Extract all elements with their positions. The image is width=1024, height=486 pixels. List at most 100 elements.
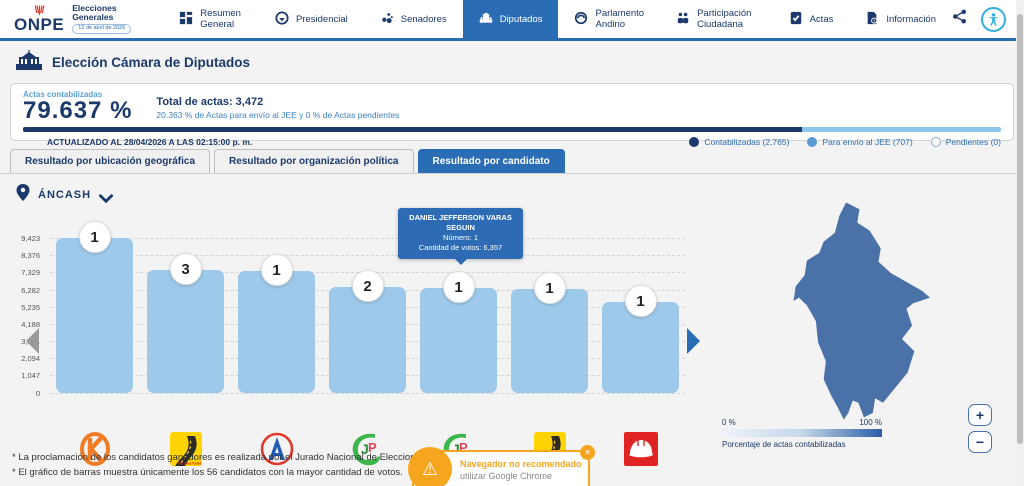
legend-para-envio: Para envío al JEE (707) bbox=[807, 137, 913, 147]
people-group-icon bbox=[676, 11, 690, 28]
dark-dot-icon bbox=[689, 137, 700, 147]
tab-resultado-candidato[interactable]: Resultado por candidato bbox=[417, 149, 565, 173]
candidate-bar-4[interactable]: 2 bbox=[329, 270, 406, 393]
zoom-in-button[interactable]: + bbox=[968, 404, 992, 426]
y-tick: 2,094 bbox=[21, 354, 40, 363]
blue-dot-icon bbox=[807, 137, 818, 147]
candidate-number-badge: 3 bbox=[169, 253, 202, 285]
candidate-number-badge: 1 bbox=[260, 254, 293, 286]
election-date-badge: 12 de abril de 2026 bbox=[72, 24, 132, 34]
nav-item-senadores[interactable]: Senadores bbox=[364, 0, 463, 38]
total-actas: Total de actas: 3,472 bbox=[156, 96, 264, 108]
progress-fill bbox=[23, 127, 802, 132]
map-zoom-controls: + − bbox=[968, 404, 992, 453]
location-selector[interactable]: ÁNCASH bbox=[0, 174, 1024, 206]
legend-max-label: 100 % bbox=[859, 418, 882, 427]
candidate-bar-7[interactable]: 1 bbox=[602, 285, 679, 393]
actas-detail: 20.363 % de Actas para envío al JEE y 0 … bbox=[156, 110, 400, 120]
scrollbar-thumb[interactable] bbox=[1017, 14, 1023, 444]
summary-card: Actas contabilizadas 79.637 % Total de a… bbox=[10, 83, 1014, 147]
y-tick: 6,282 bbox=[21, 286, 40, 295]
zoom-out-button[interactable]: − bbox=[968, 431, 992, 453]
nav-item-participacion-ciudadana[interactable]: Participación Ciudadana bbox=[660, 0, 773, 38]
gradient-caption: Porcentaje de actas contabilizadas bbox=[722, 440, 846, 449]
nav-item-actas[interactable]: Actas bbox=[773, 0, 850, 38]
page-title: Elección Cámara de Diputados bbox=[52, 55, 251, 70]
candidate-bar-5[interactable]: 1 bbox=[420, 271, 497, 393]
y-tick: 1,047 bbox=[21, 371, 40, 380]
presidential-sash-icon bbox=[275, 10, 289, 28]
outline-dot-icon bbox=[930, 137, 941, 147]
totals-block: Total de actas: 3,472 20.363 % de Actas … bbox=[156, 90, 399, 120]
nav-item-resumen-general[interactable]: Resumen General bbox=[163, 0, 259, 38]
y-tick: 9,423 bbox=[21, 234, 40, 243]
party-logo-yellow-road: País para Todos bbox=[147, 430, 224, 468]
tab-organizacion-politica[interactable]: Resultado por organización política bbox=[214, 149, 414, 173]
candidate-bar-2[interactable]: 3 bbox=[147, 253, 224, 393]
podium-icon bbox=[380, 11, 394, 28]
gradient-bar bbox=[722, 429, 882, 437]
svg-text:País para Todos: País para Todos bbox=[177, 462, 202, 466]
svg-text:P: P bbox=[368, 440, 377, 455]
result-tabs: Resultado por ubicación geográfica Resul… bbox=[0, 141, 1024, 174]
tab-ubicacion-geografica[interactable]: Resultado por ubicación geográfica bbox=[10, 149, 211, 173]
nav-items: Resumen General Presidencial Senadores D… bbox=[163, 0, 952, 38]
candidate-bar-6[interactable]: 1 bbox=[511, 272, 588, 393]
candidate-tooltip: DANIEL JEFFERSON VARAS SEGUIN Número: 1 … bbox=[398, 208, 523, 259]
y-tick: 5,235 bbox=[21, 303, 40, 312]
close-icon[interactable]: ✕ bbox=[580, 445, 595, 460]
onpe-flame-icon: \\|// bbox=[34, 4, 45, 16]
map-gradient-legend: 0 % 100 % Porcentaje de actas contabiliz… bbox=[722, 418, 882, 449]
footnotes: * La proclamación de los candidatos gana… bbox=[12, 448, 455, 478]
footnote-56-candidatos: * El gráfico de barras muestra únicament… bbox=[12, 467, 403, 478]
candidate-number-badge: 1 bbox=[624, 285, 657, 317]
party-logo-orange-circle-k bbox=[56, 430, 133, 468]
nav-item-presidencial[interactable]: Presidencial bbox=[259, 0, 364, 38]
tooltip-votes: Cantidad de votos: 6,357 bbox=[418, 243, 503, 253]
clipboard-check-icon bbox=[789, 11, 803, 28]
document-info-icon: i bbox=[865, 11, 879, 28]
party-logo-red-helmet bbox=[602, 430, 679, 468]
browser-warning-toast: ⚠ Navegador no recomendado utilizar Goog… bbox=[408, 445, 595, 486]
svg-text:J: J bbox=[361, 441, 369, 457]
counted-percentage: 79.637 % bbox=[23, 97, 133, 124]
carousel-next-arrow[interactable] bbox=[687, 328, 700, 354]
plot-area: 1 3 1 2 1 1 1 bbox=[50, 221, 685, 394]
location-pin-icon bbox=[16, 184, 30, 206]
candidate-bar-1[interactable]: 1 bbox=[56, 221, 133, 393]
svg-text:P: P bbox=[459, 440, 468, 455]
page-scrollbar[interactable] bbox=[1016, 0, 1024, 486]
onpe-wordmark: ONPE bbox=[14, 14, 65, 34]
top-navigation: \\|// ONPE Elecciones Generales 12 de ab… bbox=[0, 0, 1024, 41]
region-map-panel: 0 % 100 % Porcentaje de actas contabiliz… bbox=[710, 202, 1010, 458]
ancash-map[interactable] bbox=[765, 198, 945, 433]
nav-item-informacion[interactable]: i Información bbox=[849, 0, 952, 38]
chevron-down-icon bbox=[99, 190, 114, 204]
chamber-building-icon bbox=[16, 50, 42, 75]
elections-title: Elecciones Generales bbox=[72, 3, 117, 23]
section-header: Elección Cámara de Diputados bbox=[0, 41, 1024, 81]
share-icon[interactable] bbox=[952, 9, 967, 29]
carousel-prev-arrow[interactable] bbox=[26, 328, 39, 354]
bars-container: 1 3 1 2 1 1 1 bbox=[50, 221, 685, 393]
onpe-brand[interactable]: \\|// ONPE Elecciones Generales 12 de ab… bbox=[0, 0, 145, 38]
candidate-bar-3[interactable]: 1 bbox=[238, 254, 315, 393]
grid-icon bbox=[179, 11, 193, 28]
counted-label: Actas contabilizadas bbox=[23, 90, 103, 99]
globe-swirl-icon bbox=[574, 11, 588, 28]
y-tick: 4,188 bbox=[21, 320, 40, 329]
candidate-number-badge: 2 bbox=[351, 270, 384, 302]
onpe-logo: \\|// ONPE bbox=[14, 4, 65, 34]
accessibility-icon[interactable] bbox=[981, 6, 1006, 32]
party-logo-red-ring-blue-a bbox=[238, 430, 315, 468]
actas-progress-bar bbox=[23, 127, 1001, 132]
results-area: 9,423 8,376 7,329 6,282 5,235 4,188 3,14… bbox=[0, 202, 1024, 466]
nav-item-diputados[interactable]: Diputados bbox=[462, 0, 559, 38]
candidate-number-badge: 1 bbox=[442, 271, 475, 303]
nav-item-parlamento-andino[interactable]: Parlamento Andino bbox=[558, 0, 660, 38]
warning-triangle-icon: ⚠ bbox=[408, 447, 452, 486]
warning-subtitle: utilizar Google Chrome bbox=[460, 471, 553, 481]
candidate-number-badge: 1 bbox=[78, 221, 111, 253]
